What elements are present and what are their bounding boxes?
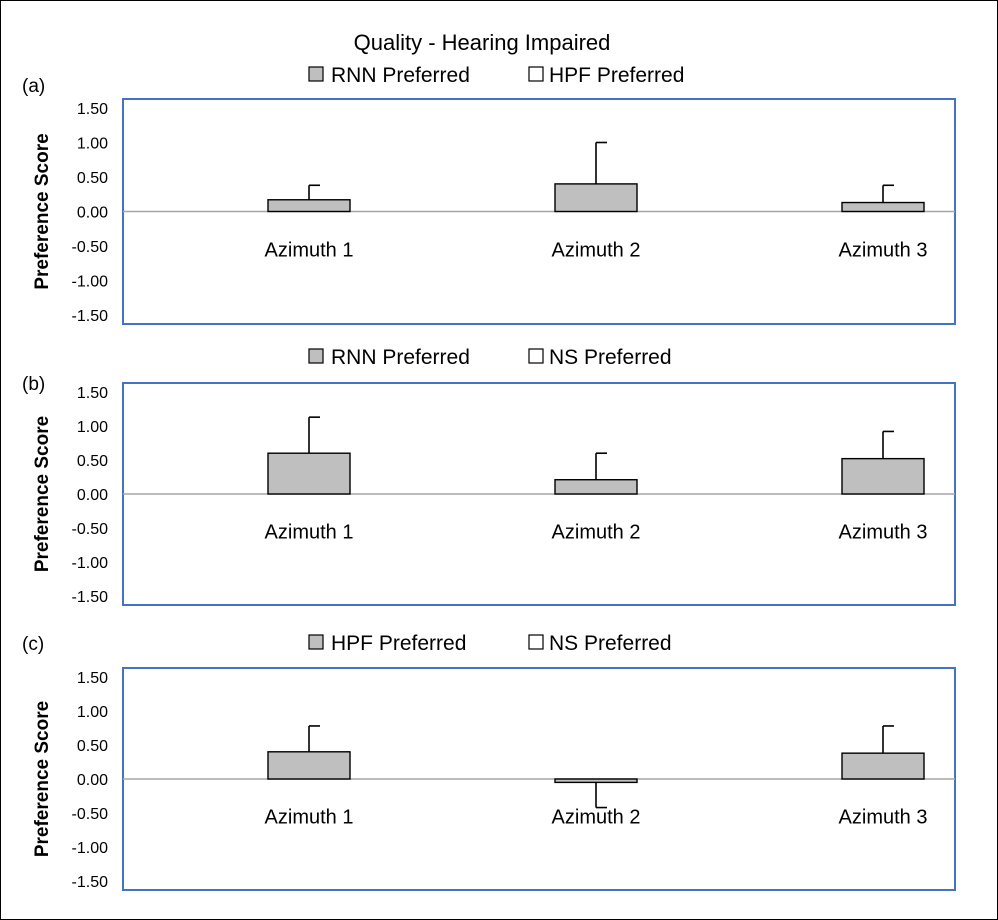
figure-title: Quality - Hearing Impaired bbox=[354, 30, 611, 55]
y-tick-label: -1.00 bbox=[72, 840, 109, 857]
bar bbox=[841, 201, 925, 213]
bar bbox=[267, 452, 351, 495]
y-axis-label: Preference Score bbox=[32, 133, 53, 289]
y-tick-label: 0.50 bbox=[77, 170, 108, 187]
y-tick-label: -1.00 bbox=[72, 555, 109, 572]
y-tick-label: -0.50 bbox=[72, 806, 109, 823]
y-tick-label: 0.50 bbox=[77, 453, 108, 470]
legend-swatch bbox=[528, 66, 544, 82]
bar bbox=[267, 199, 351, 213]
bar bbox=[841, 752, 925, 780]
chart-panel-2: (b) RNN Preferred NS Preferred 1.50 1.00 0.50… bbox=[22, 346, 956, 606]
panel-label: (b) bbox=[22, 374, 45, 395]
y-tick-label: 1.50 bbox=[77, 670, 108, 687]
category-label: Azimuth 1 bbox=[265, 239, 354, 261]
legend-entry: HPF Preferred bbox=[331, 632, 466, 655]
legend-entry: RNN Preferred bbox=[331, 346, 470, 369]
y-tick-label: 1.00 bbox=[77, 704, 108, 721]
y-tick-label: -1.50 bbox=[72, 589, 109, 606]
category-label: Azimuth 3 bbox=[839, 521, 928, 543]
y-tick-label: -1.00 bbox=[72, 274, 109, 291]
y-tick-label: -1.50 bbox=[72, 308, 109, 325]
y-tick-label: 1.00 bbox=[77, 419, 108, 436]
chart-panel-1: (a) RNN Preferred HPF Preferred 1.50 1.00 0.5… bbox=[22, 64, 956, 325]
bar bbox=[554, 183, 638, 213]
y-tick-label: 0.00 bbox=[77, 772, 108, 789]
y-tick-label: -1.50 bbox=[72, 874, 109, 891]
chart-panel-3: (c) HPF Preferred NS Preferred 1.50 1.00 0.50… bbox=[22, 632, 956, 891]
bar bbox=[554, 778, 638, 784]
legend-entry: HPF Preferred bbox=[549, 64, 684, 87]
panels: (a) RNN Preferred HPF Preferred 1.50 1.00 0.5… bbox=[22, 64, 956, 891]
category-label: Azimuth 2 bbox=[552, 806, 641, 828]
legend-swatch bbox=[528, 634, 544, 650]
category-label: Azimuth 3 bbox=[839, 239, 928, 261]
bar bbox=[841, 457, 925, 495]
y-tick-label: -0.50 bbox=[72, 521, 109, 538]
y-tick-label: 0.50 bbox=[77, 738, 108, 755]
legend-entry: RNN Preferred bbox=[331, 64, 470, 87]
y-tick-label: -0.50 bbox=[72, 239, 109, 256]
bar bbox=[267, 751, 351, 780]
bar bbox=[554, 479, 638, 495]
y-axis-label: Preference Score bbox=[32, 416, 53, 572]
y-tick-label: 0.00 bbox=[77, 487, 108, 504]
category-label: Azimuth 3 bbox=[839, 806, 928, 828]
category-label: Azimuth 2 bbox=[552, 521, 641, 543]
legend-swatch bbox=[528, 348, 544, 364]
y-tick-label: 0.00 bbox=[77, 205, 108, 222]
y-tick-label: 1.50 bbox=[77, 101, 108, 118]
y-axis-label: Preference Score bbox=[32, 701, 53, 857]
legend-swatch bbox=[308, 634, 324, 650]
category-label: Azimuth 1 bbox=[265, 521, 354, 543]
legend-swatch bbox=[308, 348, 324, 364]
legend-entry: NS Preferred bbox=[549, 632, 672, 655]
y-tick-label: 1.50 bbox=[77, 385, 108, 402]
legend-swatch bbox=[308, 66, 324, 82]
panel-label: (c) bbox=[22, 634, 44, 655]
category-label: Azimuth 1 bbox=[265, 806, 354, 828]
category-label: Azimuth 2 bbox=[552, 239, 641, 261]
panel-label: (a) bbox=[22, 76, 45, 97]
y-tick-label: 1.00 bbox=[77, 136, 108, 153]
legend-entry: NS Preferred bbox=[549, 346, 672, 369]
